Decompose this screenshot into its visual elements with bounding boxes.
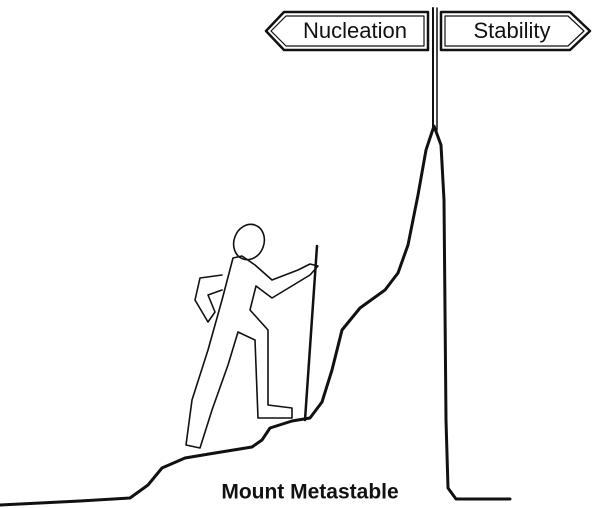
caption: Mount Metastable [221,481,398,504]
sign-left-inner [270,15,425,47]
hiker [185,223,319,449]
sign-right [439,10,592,52]
mountain [0,124,512,507]
sign-left-label: Nucleation [303,18,407,43]
sign-left [264,10,430,52]
sign-right-inner [444,15,585,47]
sign-right-label: Stability [473,18,550,43]
